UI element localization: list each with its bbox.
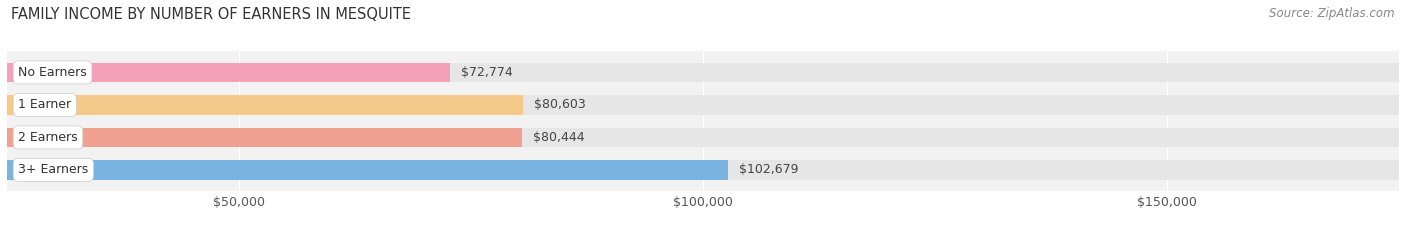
Text: $80,444: $80,444 bbox=[533, 131, 585, 144]
Bar bbox=[7, 160, 728, 180]
Text: 2 Earners: 2 Earners bbox=[18, 131, 77, 144]
Bar bbox=[7, 128, 1399, 147]
Bar bbox=[7, 95, 523, 115]
Bar bbox=[7, 63, 450, 82]
Bar bbox=[7, 63, 1399, 82]
Text: No Earners: No Earners bbox=[18, 66, 87, 79]
Text: Source: ZipAtlas.com: Source: ZipAtlas.com bbox=[1270, 7, 1395, 20]
Text: $80,603: $80,603 bbox=[534, 98, 586, 111]
Bar bbox=[7, 95, 1399, 115]
Bar bbox=[7, 128, 522, 147]
Text: 1 Earner: 1 Earner bbox=[18, 98, 72, 111]
Text: 3+ Earners: 3+ Earners bbox=[18, 163, 89, 176]
Text: $102,679: $102,679 bbox=[740, 163, 799, 176]
Bar bbox=[7, 160, 1399, 180]
Text: FAMILY INCOME BY NUMBER OF EARNERS IN MESQUITE: FAMILY INCOME BY NUMBER OF EARNERS IN ME… bbox=[11, 7, 411, 22]
Text: $72,774: $72,774 bbox=[461, 66, 513, 79]
